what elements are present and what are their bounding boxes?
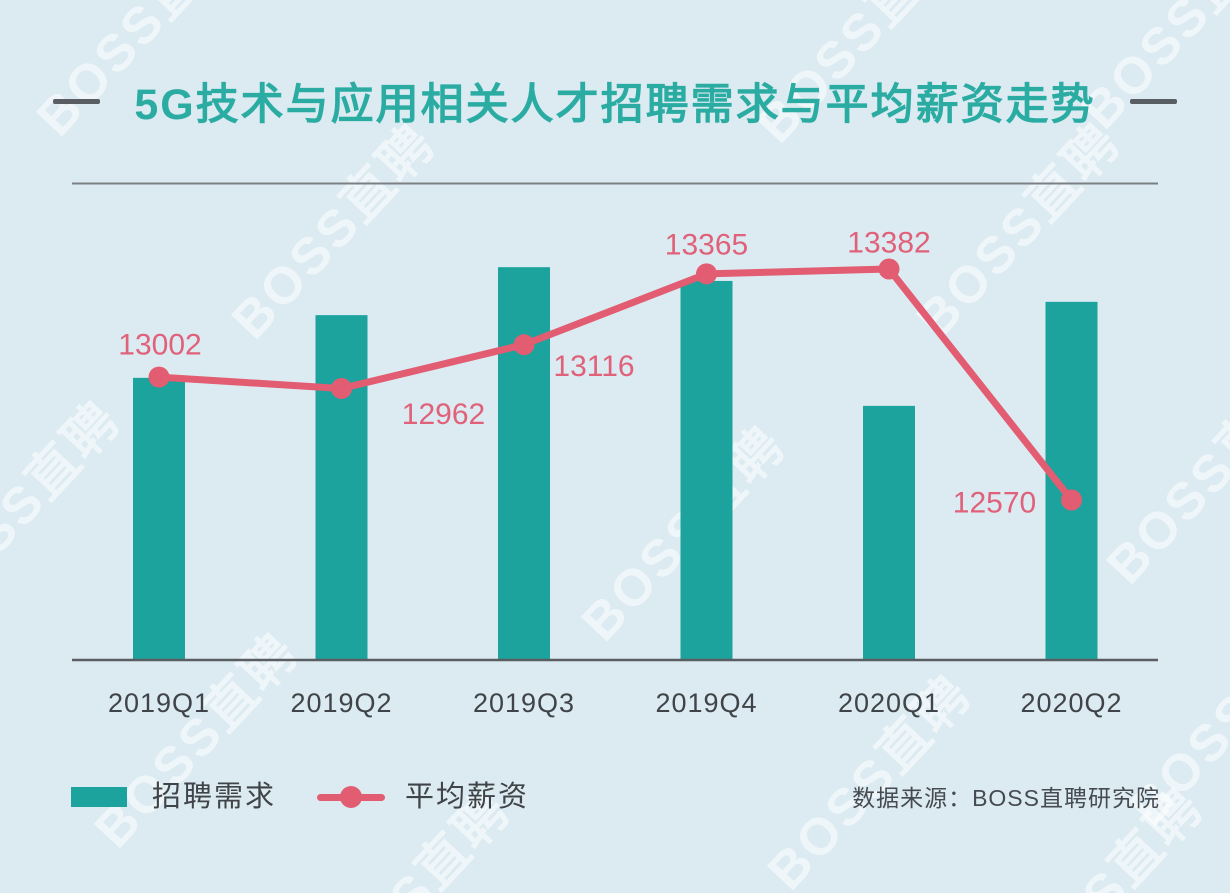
legend-line-dot (340, 786, 362, 808)
salary-point-2019Q1 (148, 366, 170, 388)
title-row: 5G技术与应用相关人才招聘需求与平均薪资走势 (0, 70, 1230, 132)
x-axis-label-2020Q1: 2020Q1 (838, 688, 940, 718)
salary-value-label-2020Q1: 13382 (847, 227, 930, 260)
salary-point-2019Q3 (513, 334, 535, 356)
demand-bar-2019Q1 (133, 377, 185, 660)
salary-value-label-2019Q2: 12962 (402, 398, 485, 431)
salary-value-label-2019Q4: 13365 (665, 228, 748, 261)
salary-point-2019Q2 (331, 377, 352, 399)
x-axis-label-2020Q2: 2020Q2 (1020, 688, 1122, 718)
title-dash-right (1129, 98, 1177, 104)
demand-bar-2019Q4 (680, 280, 733, 660)
title-dash-left (53, 98, 101, 104)
salary-point-2020Q1 (878, 258, 900, 280)
x-axis-label-2019Q4: 2019Q4 (655, 688, 757, 718)
chart-title: 5G技术与应用相关人才招聘需求与平均薪资走势 (134, 81, 1096, 129)
legend-line-label: 平均薪资 (405, 781, 530, 813)
x-axis-label-2019Q2: 2019Q2 (290, 688, 392, 718)
salary-line (155, 265, 1075, 504)
x-axis-label-2019Q1: 2019Q1 (108, 688, 210, 718)
x-axis-label-2019Q3: 2019Q3 (473, 688, 575, 718)
salary-point-2020Q2 (1061, 489, 1082, 511)
demand-bar-2019Q2 (315, 315, 368, 660)
demand-bar-2019Q3 (498, 267, 550, 660)
salary-value-label-2020Q2: 12570 (953, 487, 1036, 520)
salary-point-2019Q4 (696, 263, 717, 285)
legend-bar-swatch (71, 787, 127, 807)
salary-value-label-2019Q3: 13116 (553, 350, 634, 383)
demand-bar-2020Q1 (863, 405, 915, 660)
data-source-note: 数据来源：BOSS直聘研究院 (852, 785, 1160, 811)
salary-value-label-2019Q1: 13002 (118, 329, 201, 362)
legend-bar-label: 招聘需求 (152, 781, 277, 813)
legend-line-swatch (317, 783, 385, 811)
